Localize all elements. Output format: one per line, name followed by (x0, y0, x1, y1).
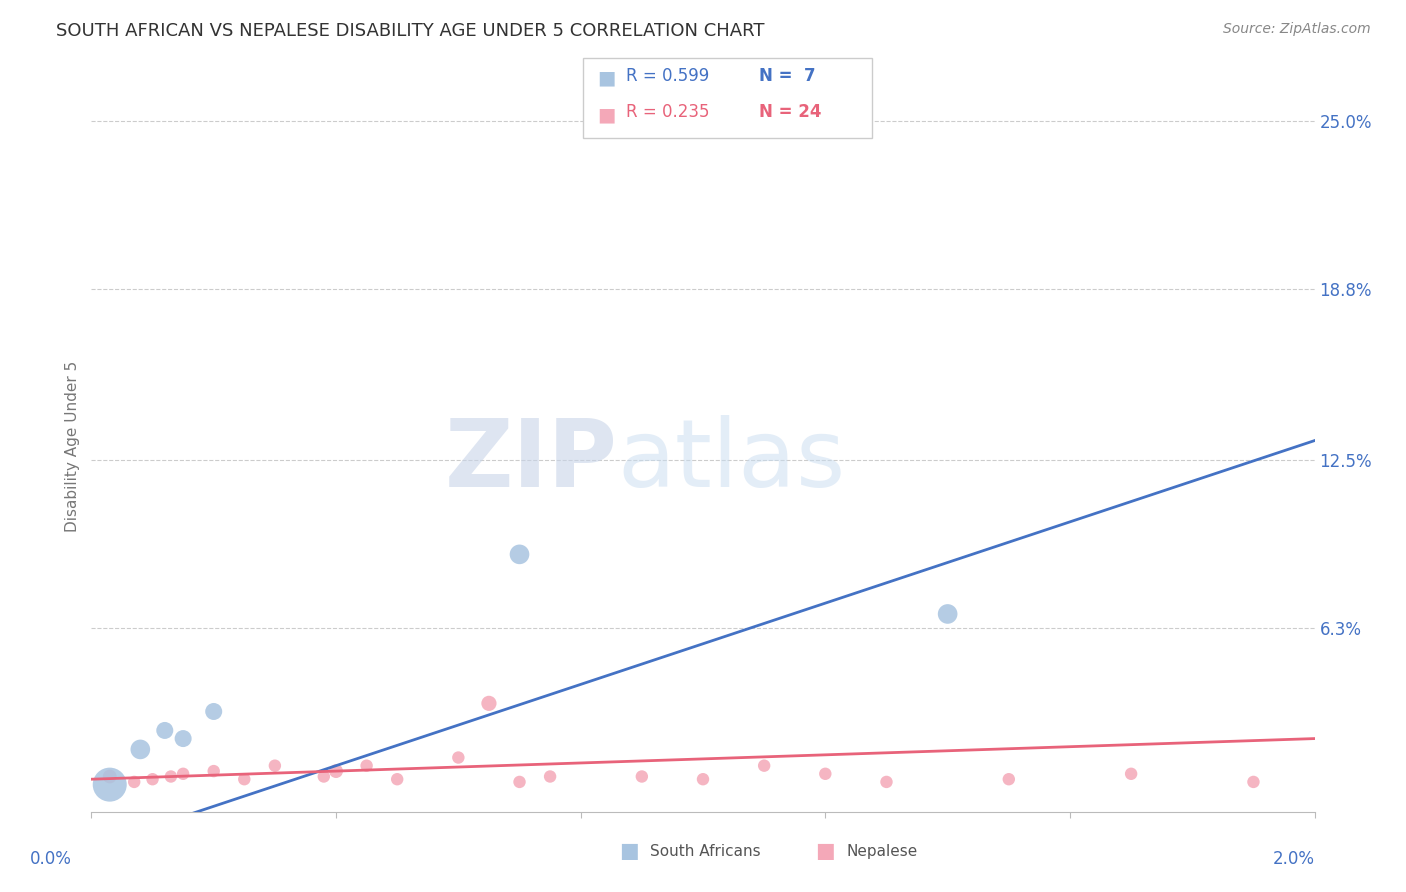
Text: N = 24: N = 24 (759, 103, 821, 121)
Point (160, 770, 183, 784)
Point (98, 770, 121, 784)
Point (814, 766, 837, 780)
Point (875, 775, 897, 789)
Y-axis label: Disability Age Under 5: Disability Age Under 5 (65, 360, 80, 532)
Point (998, 772, 1021, 787)
Point (233, 772, 256, 787)
Point (1243, 775, 1265, 789)
Point (509, 547, 531, 561)
Text: 2.0%: 2.0% (1272, 850, 1315, 868)
Point (630, 770, 652, 784)
Point (98, 778, 121, 792)
Text: Source: ZipAtlas.com: Source: ZipAtlas.com (1223, 22, 1371, 37)
Point (264, 758, 287, 772)
Text: ■: ■ (598, 69, 616, 87)
Point (754, 758, 776, 772)
Point (692, 772, 714, 787)
Point (936, 607, 959, 621)
Point (141, 772, 163, 787)
Point (325, 764, 347, 778)
Point (478, 697, 501, 711)
Point (538, 770, 561, 784)
Point (509, 775, 531, 789)
Point (172, 766, 194, 780)
Point (356, 758, 378, 772)
Point (202, 764, 225, 778)
Point (202, 705, 225, 719)
Text: ■: ■ (815, 841, 835, 861)
Text: Nepalese: Nepalese (846, 844, 918, 859)
Text: 0.0%: 0.0% (31, 850, 72, 868)
Text: South Africans: South Africans (650, 844, 761, 859)
Point (122, 775, 145, 789)
Point (172, 731, 194, 746)
Point (385, 772, 409, 787)
Point (312, 770, 335, 784)
Text: SOUTH AFRICAN VS NEPALESE DISABILITY AGE UNDER 5 CORRELATION CHART: SOUTH AFRICAN VS NEPALESE DISABILITY AGE… (56, 22, 765, 40)
Point (153, 723, 176, 738)
Point (129, 742, 152, 756)
Text: R = 0.235: R = 0.235 (626, 103, 709, 121)
Text: ■: ■ (619, 841, 638, 861)
Point (447, 750, 470, 764)
Text: ZIP: ZIP (444, 415, 617, 507)
Text: R = 0.599: R = 0.599 (626, 67, 709, 85)
Text: atlas: atlas (617, 415, 845, 507)
Text: ■: ■ (598, 105, 616, 124)
Point (1121, 766, 1143, 780)
Text: N =  7: N = 7 (759, 67, 815, 85)
